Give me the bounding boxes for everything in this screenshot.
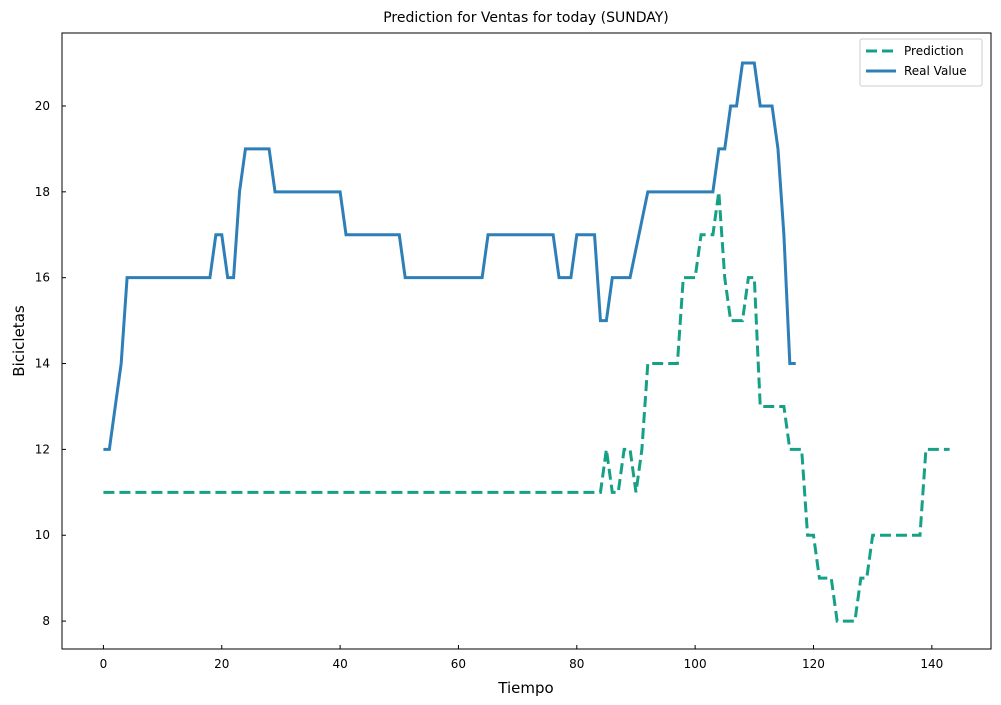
y-tick-label: 10 <box>35 528 50 542</box>
y-tick-label: 14 <box>35 357 50 371</box>
y-tick-label: 18 <box>35 185 50 199</box>
plot-lines <box>103 61 950 623</box>
x-tick-label: 60 <box>451 657 466 671</box>
y-axis-label: Bicicletas <box>10 305 28 377</box>
y-tick-label: 12 <box>35 442 50 456</box>
legend: Prediction Real Value <box>859 38 983 87</box>
legend-label-prediction: Prediction <box>904 44 964 58</box>
plot-area <box>61 32 992 650</box>
x-tick-label: 20 <box>214 657 229 671</box>
chart-title: Prediction for Ventas for today (SUNDAY) <box>383 10 669 26</box>
x-axis-ticks: 0 20 40 60 80 100 120 140 <box>100 645 943 671</box>
x-tick-label: 80 <box>569 657 584 671</box>
y-tick-label: 8 <box>42 614 50 628</box>
y-axis-ticks: 8 10 12 14 16 18 20 <box>35 99 66 628</box>
series-line-real-value <box>103 61 796 451</box>
x-tick-label: 120 <box>802 657 825 671</box>
y-tick-label: 16 <box>35 271 50 285</box>
x-tick-label: 100 <box>684 657 707 671</box>
x-tick-label: 40 <box>332 657 347 671</box>
x-tick-label: 140 <box>920 657 943 671</box>
legend-label-real-value: Real Value <box>904 64 967 78</box>
x-tick-label: 0 <box>100 657 108 671</box>
series-line-prediction <box>103 191 950 623</box>
x-axis-label: Tiempo <box>497 679 553 697</box>
y-tick-label: 20 <box>35 99 50 113</box>
